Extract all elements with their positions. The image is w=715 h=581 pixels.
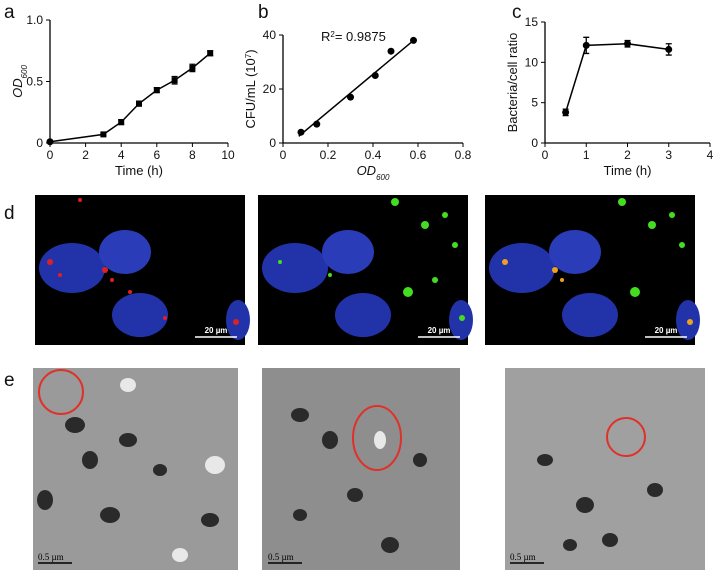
y-axis-label-part: Bacteria/cell ratio: [505, 33, 520, 133]
annotation-part: 2: [330, 30, 335, 39]
y-axis-label-part: ): [243, 49, 258, 53]
y-axis-label-part: OD: [10, 78, 25, 98]
annotation-part: = 0.9875: [335, 29, 386, 44]
data-point: [118, 119, 125, 126]
data-point: [387, 47, 395, 55]
fluorescence-images: [35, 195, 700, 345]
x-tick-label: 0: [47, 148, 54, 162]
y-tick-label: 1.0: [26, 13, 43, 27]
y-axis-label: OD600: [10, 65, 29, 98]
tem-images: [33, 368, 705, 570]
data-point: [153, 87, 160, 94]
panel-label: d: [4, 203, 15, 224]
x-axis-label: Time (h): [115, 163, 163, 178]
data-point: [136, 100, 142, 107]
annotation-part: R: [321, 29, 330, 44]
annotation: R2= 0.9875: [321, 29, 386, 44]
data-point: [624, 40, 631, 48]
data-point: [171, 77, 178, 84]
data-line: [49, 52, 211, 143]
x-tick-label: 0: [280, 148, 287, 162]
y-tick-label: 10: [525, 55, 539, 69]
x-tick-label: 2: [624, 148, 631, 162]
scale-bar-label: 0.5 µm: [38, 552, 64, 562]
data-point: [665, 45, 673, 53]
scale-bar-label: 0.5 µm: [510, 552, 536, 562]
y-tick-label: 40: [263, 28, 277, 42]
x-axis-label-part: 600: [376, 173, 390, 182]
panel-label: b: [258, 2, 269, 23]
x-axis-label: OD600: [357, 163, 390, 182]
x-tick-label: 0.4: [365, 148, 382, 162]
panel-label: c: [512, 2, 522, 23]
panel-label: a: [4, 2, 15, 23]
data-point: [562, 108, 570, 116]
y-axis-label: CFU/mL (107): [243, 49, 258, 128]
y-axis-label-part: 600: [20, 65, 29, 79]
x-axis-label: Time (h): [604, 163, 652, 178]
x-tick-label: 6: [153, 148, 160, 162]
data-point: [207, 50, 214, 57]
scale-bar-label: 20 µm: [205, 326, 228, 335]
y-tick-label: 5: [531, 96, 538, 110]
x-tick-label: 1: [583, 148, 590, 162]
data-point: [371, 72, 379, 79]
x-tick-label: 4: [118, 148, 125, 162]
y-tick-label: 0: [36, 136, 43, 150]
y-tick-label: 0: [269, 136, 276, 150]
x-axis-label-part: Time (h): [604, 163, 652, 178]
x-tick-label: 2: [82, 148, 89, 162]
x-tick-label: 4: [707, 148, 714, 162]
data-point: [189, 64, 196, 71]
data-point: [582, 41, 590, 49]
x-tick-label: 3: [665, 148, 672, 162]
x-tick-label: 0.6: [410, 148, 427, 162]
y-axis-label: Bacteria/cell ratio: [505, 33, 520, 133]
data-point: [313, 120, 321, 128]
y-tick-label: 15: [525, 15, 539, 29]
fit-line: [298, 39, 414, 137]
data-point: [410, 36, 417, 44]
y-tick-label: 0: [531, 136, 538, 150]
data-point: [297, 128, 305, 136]
data-point: [100, 131, 107, 138]
data-line: [564, 43, 669, 113]
x-tick-label: 10: [221, 148, 235, 162]
y-axis-label-part: CFU/mL (10: [243, 58, 258, 128]
y-axis-label-part: 7: [244, 53, 253, 58]
y-tick-label: 0.5: [26, 75, 43, 89]
scale-bar-label: 0.5 µm: [268, 552, 294, 562]
x-tick-label: 0.2: [320, 148, 337, 162]
scale-bar-label: 20 µm: [655, 326, 678, 335]
x-axis-label-part: OD: [357, 163, 377, 178]
x-axis-label-part: Time (h): [115, 163, 163, 178]
data-point: [46, 138, 54, 146]
x-tick-label: 0.8: [455, 148, 472, 162]
scale-bar-label: 20 µm: [428, 326, 451, 335]
data-point: [347, 93, 354, 101]
x-tick-label: 8: [189, 148, 196, 162]
x-tick-label: 0: [542, 148, 549, 162]
panel-label: e: [4, 370, 15, 391]
y-tick-label: 20: [263, 82, 277, 96]
